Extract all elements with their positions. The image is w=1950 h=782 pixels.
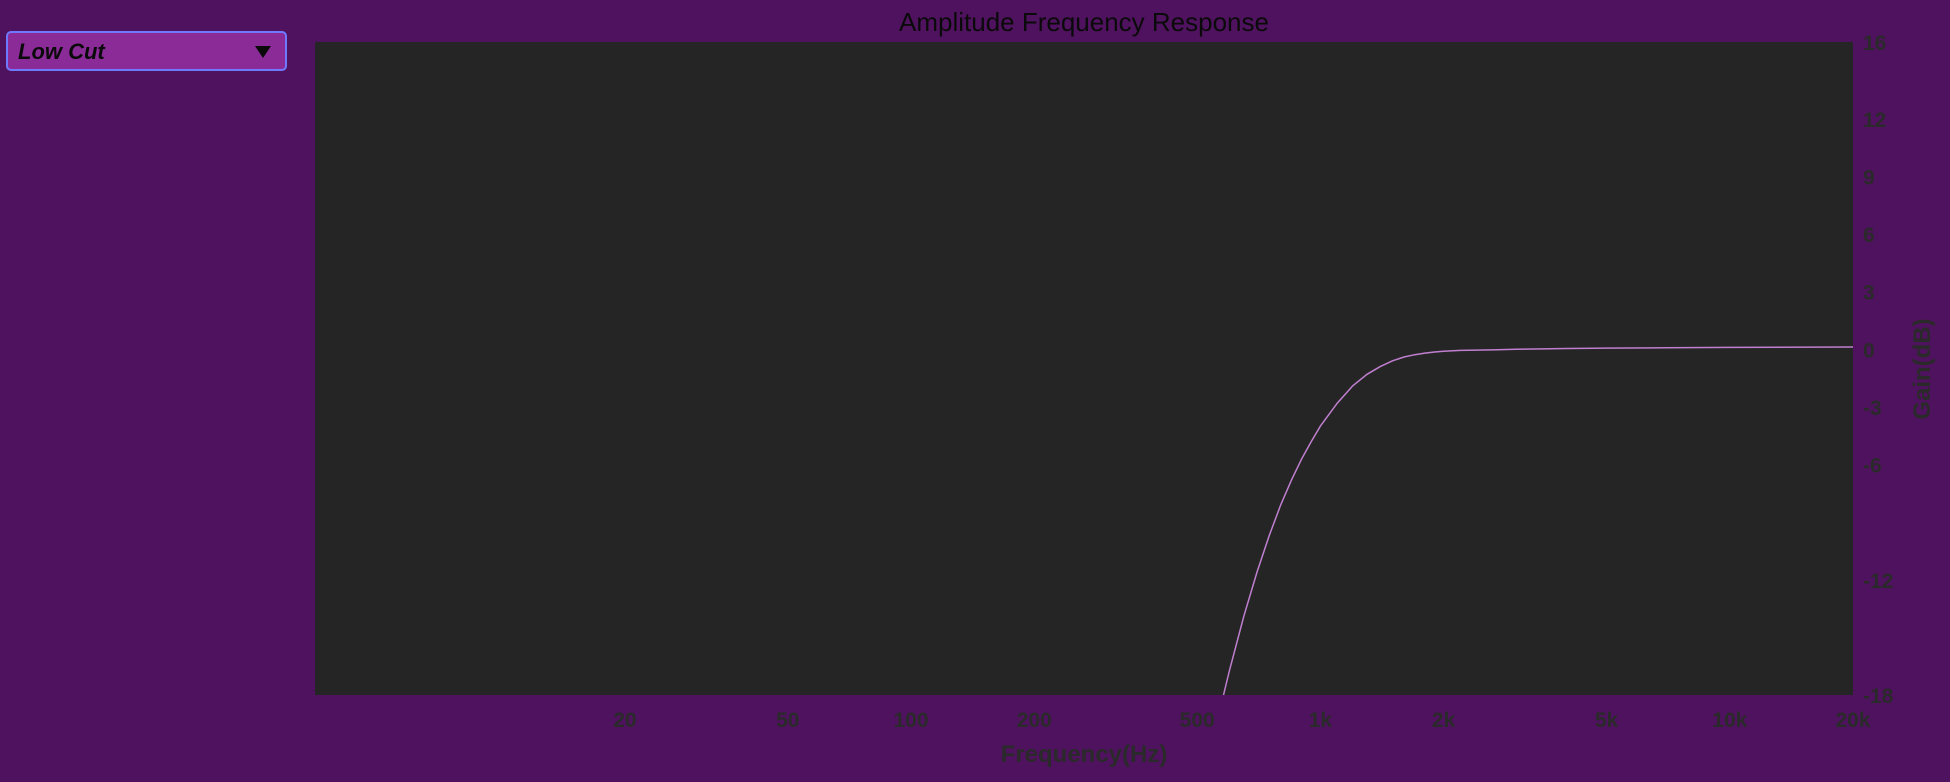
x-tick-label: 2k xyxy=(1432,709,1456,732)
x-tick-label: 500 xyxy=(1180,709,1215,732)
y-tick-label: 9 xyxy=(1863,166,1875,189)
y-tick-label: -12 xyxy=(1863,570,1893,593)
y-tick-label: -18 xyxy=(1863,685,1894,708)
y-tick-label: 16 xyxy=(1863,32,1886,55)
y-tick-label: 12 xyxy=(1863,109,1886,132)
plot-area xyxy=(315,42,1853,695)
x-tick-label: 1k xyxy=(1309,709,1333,732)
y-axis-label: Gain(dB) xyxy=(1909,318,1936,419)
response-curves xyxy=(1222,346,1854,696)
x-tick-label: 200 xyxy=(1017,709,1052,732)
y-tick-labels: 16 12 9 6 3 0 -3 -6 -12 -18 xyxy=(1863,32,1894,708)
filter-type-select[interactable]: Low Cut xyxy=(6,31,287,71)
response-curve xyxy=(1222,346,1854,696)
x-axis-label: Frequency(Hz) xyxy=(1001,741,1168,768)
x-tick-label: 20 xyxy=(613,709,636,732)
x-tick-label: 5k xyxy=(1595,709,1619,732)
y-tick-label: 6 xyxy=(1863,224,1875,247)
triangle-down-icon[interactable] xyxy=(255,46,271,58)
x-tick-label: 20k xyxy=(1835,709,1870,732)
y-tick-label: 3 xyxy=(1863,282,1875,305)
filter-type-selected-label: Low Cut xyxy=(18,39,105,64)
y-tick-label: -3 xyxy=(1863,397,1882,420)
chart-title: Amplitude Frequency Response xyxy=(899,7,1269,37)
x-tick-label: 50 xyxy=(776,709,799,732)
y-tick-label: -6 xyxy=(1863,455,1882,478)
x-tick-labels: 20 50 100 200 500 1k 2k 5k 10k 20k xyxy=(613,709,1871,732)
x-tick-label: 100 xyxy=(893,709,928,732)
y-tick-label: 0 xyxy=(1863,339,1875,362)
x-tick-label: 10k xyxy=(1712,709,1747,732)
